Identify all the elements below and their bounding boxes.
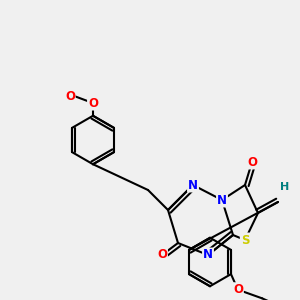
Text: H: H <box>280 182 290 192</box>
Text: N: N <box>203 248 213 262</box>
Text: N: N <box>188 178 198 191</box>
Text: O: O <box>65 90 75 103</box>
Text: O: O <box>233 283 243 296</box>
Text: O: O <box>157 248 167 262</box>
Text: O: O <box>88 97 98 110</box>
Text: O: O <box>247 155 257 169</box>
Text: N: N <box>217 194 227 206</box>
Text: S: S <box>241 233 249 247</box>
